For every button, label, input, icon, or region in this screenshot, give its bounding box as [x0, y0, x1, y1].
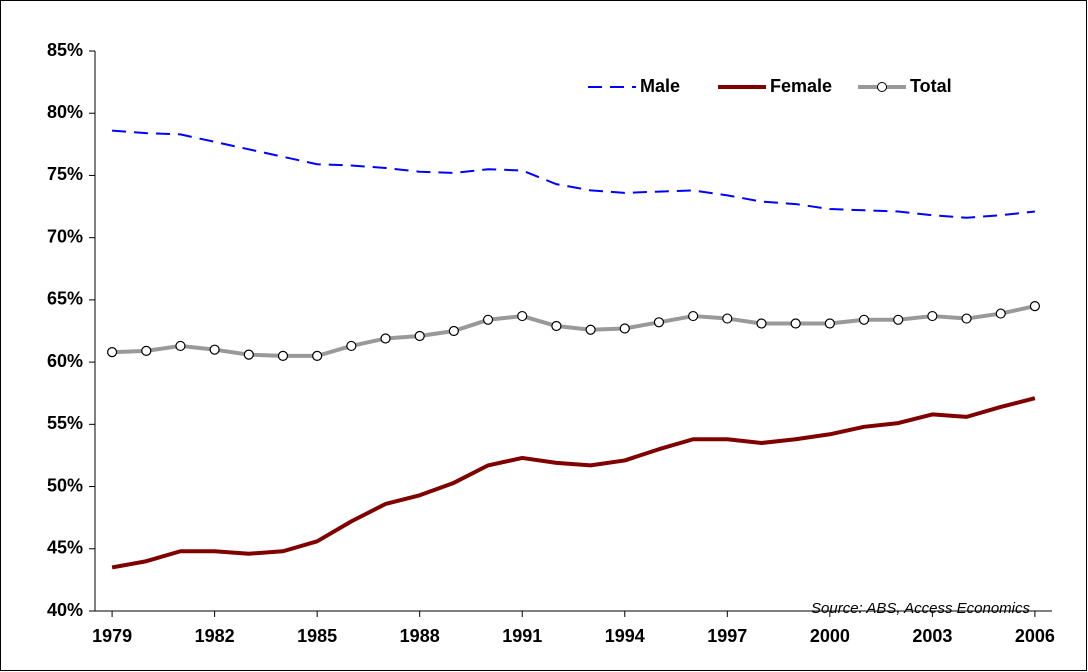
- point: [482, 314, 494, 325]
- point: [106, 347, 118, 358]
- point: [448, 325, 459, 337]
- x-tick-label: 1979: [92, 626, 132, 646]
- point: [243, 349, 254, 360]
- point: [893, 314, 904, 325]
- y-tick-label: 50%: [47, 475, 83, 495]
- point: [380, 333, 391, 344]
- point: [619, 323, 630, 334]
- legend-label: Total: [910, 76, 952, 96]
- line-series: [112, 129, 1036, 219]
- point: [1029, 301, 1041, 312]
- y-tick-label: 45%: [47, 538, 83, 558]
- point: [858, 314, 870, 325]
- x-tick-label: 1988: [400, 626, 440, 646]
- legend-marker: [877, 82, 887, 92]
- point: [517, 310, 528, 322]
- line-series: [111, 396, 1036, 570]
- point: [141, 345, 152, 357]
- y-tick-label: 75%: [47, 164, 83, 184]
- point: [346, 340, 357, 352]
- x-tick-label: 1994: [605, 626, 645, 646]
- y-tick-label: 80%: [47, 102, 83, 122]
- point: [927, 310, 938, 322]
- point: [209, 344, 220, 355]
- x-tick-label: 1985: [297, 626, 337, 646]
- point: [961, 313, 972, 324]
- point: [688, 310, 699, 322]
- point: [790, 318, 801, 329]
- y-tick-label: 55%: [47, 413, 83, 433]
- y-tick-label: 40%: [47, 600, 83, 620]
- point: [551, 320, 562, 332]
- x-tick-label: 1982: [195, 626, 235, 646]
- point: [585, 324, 596, 335]
- line-series: [112, 304, 1036, 358]
- point: [653, 317, 665, 328]
- x-tick-label: 1991: [502, 626, 542, 646]
- point: [995, 308, 1006, 319]
- point: [756, 318, 767, 329]
- x-tick-label: 2000: [810, 626, 850, 646]
- y-tick-label: 70%: [47, 226, 83, 246]
- y-tick-label: 65%: [47, 289, 83, 309]
- legend-label: Male: [640, 76, 680, 96]
- x-tick-label: 1997: [707, 626, 747, 646]
- point: [312, 350, 323, 361]
- y-tick-label: 60%: [47, 351, 83, 371]
- legend-label: Female: [770, 76, 832, 96]
- point: [722, 313, 733, 324]
- point: [414, 330, 425, 342]
- x-tick-label: 2006: [1015, 626, 1055, 646]
- point: [277, 350, 289, 361]
- y-tick-label: 85%: [47, 40, 83, 60]
- point: [824, 318, 835, 329]
- point: [175, 340, 186, 352]
- x-tick-label: 2003: [912, 626, 952, 646]
- source-note: Source: ABS, Access Economics: [811, 600, 1030, 617]
